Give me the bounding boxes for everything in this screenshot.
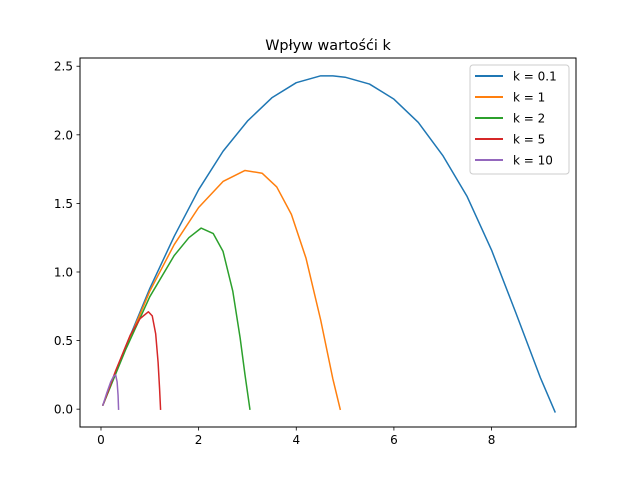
- legend-box: [469, 64, 570, 175]
- x-tick-label: 0: [97, 433, 105, 447]
- series-line-4: [101, 311, 162, 410]
- y-tick-label: 0.5: [54, 334, 73, 348]
- y-tick-label: 1.0: [54, 265, 73, 279]
- y-axis: 0.0 0.5 1.0 1.5 2.0 2.5: [54, 60, 80, 417]
- legend-label-3: k = 2: [513, 112, 545, 126]
- legend-label-2: k = 1: [513, 91, 545, 105]
- chart-title: Wpływ wartośći k: [265, 38, 391, 54]
- legend-label-4: k = 5: [513, 133, 545, 147]
- x-tick-label: 2: [195, 433, 203, 447]
- series-line-5: [101, 374, 120, 410]
- series-line-1: [101, 75, 556, 413]
- y-tick-label: 0.0: [54, 403, 73, 417]
- legend-label-5: k = 10: [513, 154, 553, 168]
- y-tick-label: 2.5: [54, 60, 73, 74]
- y-tick-label: 1.5: [54, 197, 73, 211]
- series-layer: [101, 75, 556, 413]
- plot-frame: [79, 57, 577, 428]
- x-tick-label: 8: [488, 433, 496, 447]
- x-tick-label: 6: [390, 433, 398, 447]
- legend-label-1: k = 0.1: [513, 70, 557, 84]
- series-line-3: [101, 227, 251, 411]
- x-tick-label: 4: [292, 433, 300, 447]
- x-axis: 0 2 4 6 8: [97, 427, 495, 447]
- legend: k = 0.1 k = 1 k = 2 k = 5 k = 10: [469, 64, 570, 175]
- y-tick-label: 2.0: [54, 128, 73, 142]
- series-line-2: [101, 169, 342, 411]
